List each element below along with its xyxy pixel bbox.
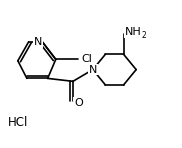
Text: Cl: Cl	[82, 54, 92, 64]
Text: 2: 2	[141, 31, 146, 40]
Text: NH: NH	[125, 27, 142, 37]
Text: HCl: HCl	[8, 116, 28, 129]
Text: N: N	[33, 37, 42, 47]
Text: N: N	[89, 65, 97, 75]
Text: O: O	[74, 98, 83, 108]
